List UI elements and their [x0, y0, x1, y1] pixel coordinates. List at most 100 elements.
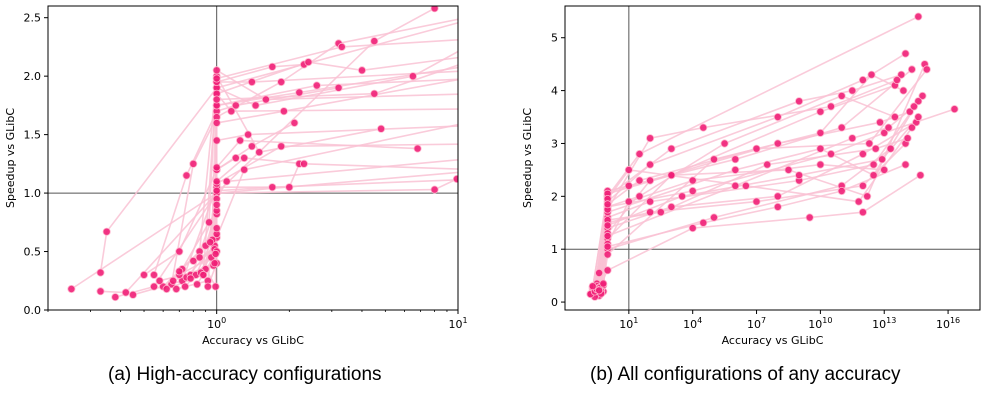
data-point [816, 128, 825, 137]
data-point [848, 86, 857, 95]
data-point [914, 113, 923, 122]
data-point [918, 91, 927, 100]
data-point [205, 218, 214, 227]
data-point [474, 52, 481, 59]
y-tick-label: 4 [551, 85, 558, 98]
data-point [646, 176, 655, 185]
data-point [699, 218, 708, 227]
data-point [277, 78, 286, 87]
data-point [603, 221, 612, 230]
data-point [474, 154, 481, 161]
data-point [240, 165, 249, 174]
data-point [922, 65, 931, 74]
data-point [710, 213, 719, 222]
series-line-16 [198, 50, 458, 290]
data-point [169, 276, 178, 285]
data-point [848, 134, 857, 143]
data-point [603, 250, 612, 259]
data-point [603, 266, 612, 275]
data-point [646, 208, 655, 217]
data-point [795, 97, 804, 106]
series-line-26 [196, 178, 458, 285]
data-point [863, 192, 872, 201]
data-point [635, 176, 644, 185]
data-point [231, 153, 240, 162]
data-point [816, 144, 825, 153]
data-point [430, 6, 439, 13]
data-point [474, 175, 481, 182]
data-point [413, 144, 422, 153]
data-point [899, 86, 908, 95]
data-point [871, 144, 880, 153]
data-point [430, 185, 439, 194]
data-point [337, 42, 346, 51]
data-point [880, 165, 889, 174]
data-point [212, 186, 221, 195]
data-point [181, 282, 190, 291]
data-point [247, 142, 256, 151]
data-point [244, 130, 253, 139]
data-point [155, 276, 164, 285]
data-point [211, 282, 220, 291]
data-point [688, 224, 697, 233]
data-point [624, 197, 633, 206]
data-point [149, 282, 158, 291]
data-point [865, 139, 874, 148]
data-point [474, 75, 481, 82]
data-point [212, 224, 221, 233]
data-point [474, 61, 481, 68]
panel-a-high-accuracy: 0.0 0.5 1.0 1.5 2.0 2.5 100 101 Accuracy vs GLib… [4, 5, 481, 347]
series-line-18 [602, 73, 904, 284]
data-point [854, 197, 863, 206]
data-point [111, 293, 120, 302]
data-point [816, 107, 825, 116]
figure: 0.0 0.5 1.0 1.5 2.0 2.5 100 101 Accuracy vs GLib… [4, 5, 981, 347]
data-point [595, 268, 604, 277]
data-point [878, 155, 887, 164]
data-point [731, 165, 740, 174]
data-point [172, 284, 181, 293]
data-point [667, 144, 676, 153]
data-point [595, 286, 604, 295]
data-point [773, 202, 782, 211]
data-point [474, 14, 481, 21]
data-point [837, 91, 846, 100]
data-point [279, 107, 288, 116]
y-tick-label: 0.0 [24, 304, 42, 317]
data-point [635, 192, 644, 201]
data-point [678, 192, 687, 201]
x-axis-label: Accuracy vs GLibC [722, 334, 824, 347]
series-line-11 [181, 68, 458, 270]
data-point [905, 107, 914, 116]
data-point [816, 160, 825, 169]
y-tick-label: 1.0 [24, 187, 42, 200]
data-point [603, 242, 612, 251]
data-point [67, 284, 76, 293]
data-point [268, 183, 277, 192]
data-point [752, 144, 761, 153]
x-tick-label: 101 [448, 316, 467, 331]
data-point [858, 76, 867, 85]
data-point [858, 181, 867, 190]
data-point [193, 280, 202, 289]
data-point [752, 197, 761, 206]
data-point [907, 65, 916, 74]
data-point [460, 168, 467, 175]
data-point [667, 202, 676, 211]
data-point [784, 165, 793, 174]
data-point [474, 117, 481, 124]
data-point [277, 142, 286, 151]
x-tick-label: 1010 [808, 316, 832, 331]
data-point [285, 183, 294, 192]
data-point [646, 197, 655, 206]
data-point [903, 134, 912, 143]
data-point [474, 73, 481, 80]
data-point [773, 139, 782, 148]
caption-b: (b) All configurations of any accuracy [590, 364, 901, 385]
data-point [688, 176, 697, 185]
data-point [688, 186, 697, 195]
data-point [474, 55, 481, 62]
data-point [474, 140, 481, 147]
series-line-13 [594, 174, 921, 298]
data-point [189, 256, 198, 265]
